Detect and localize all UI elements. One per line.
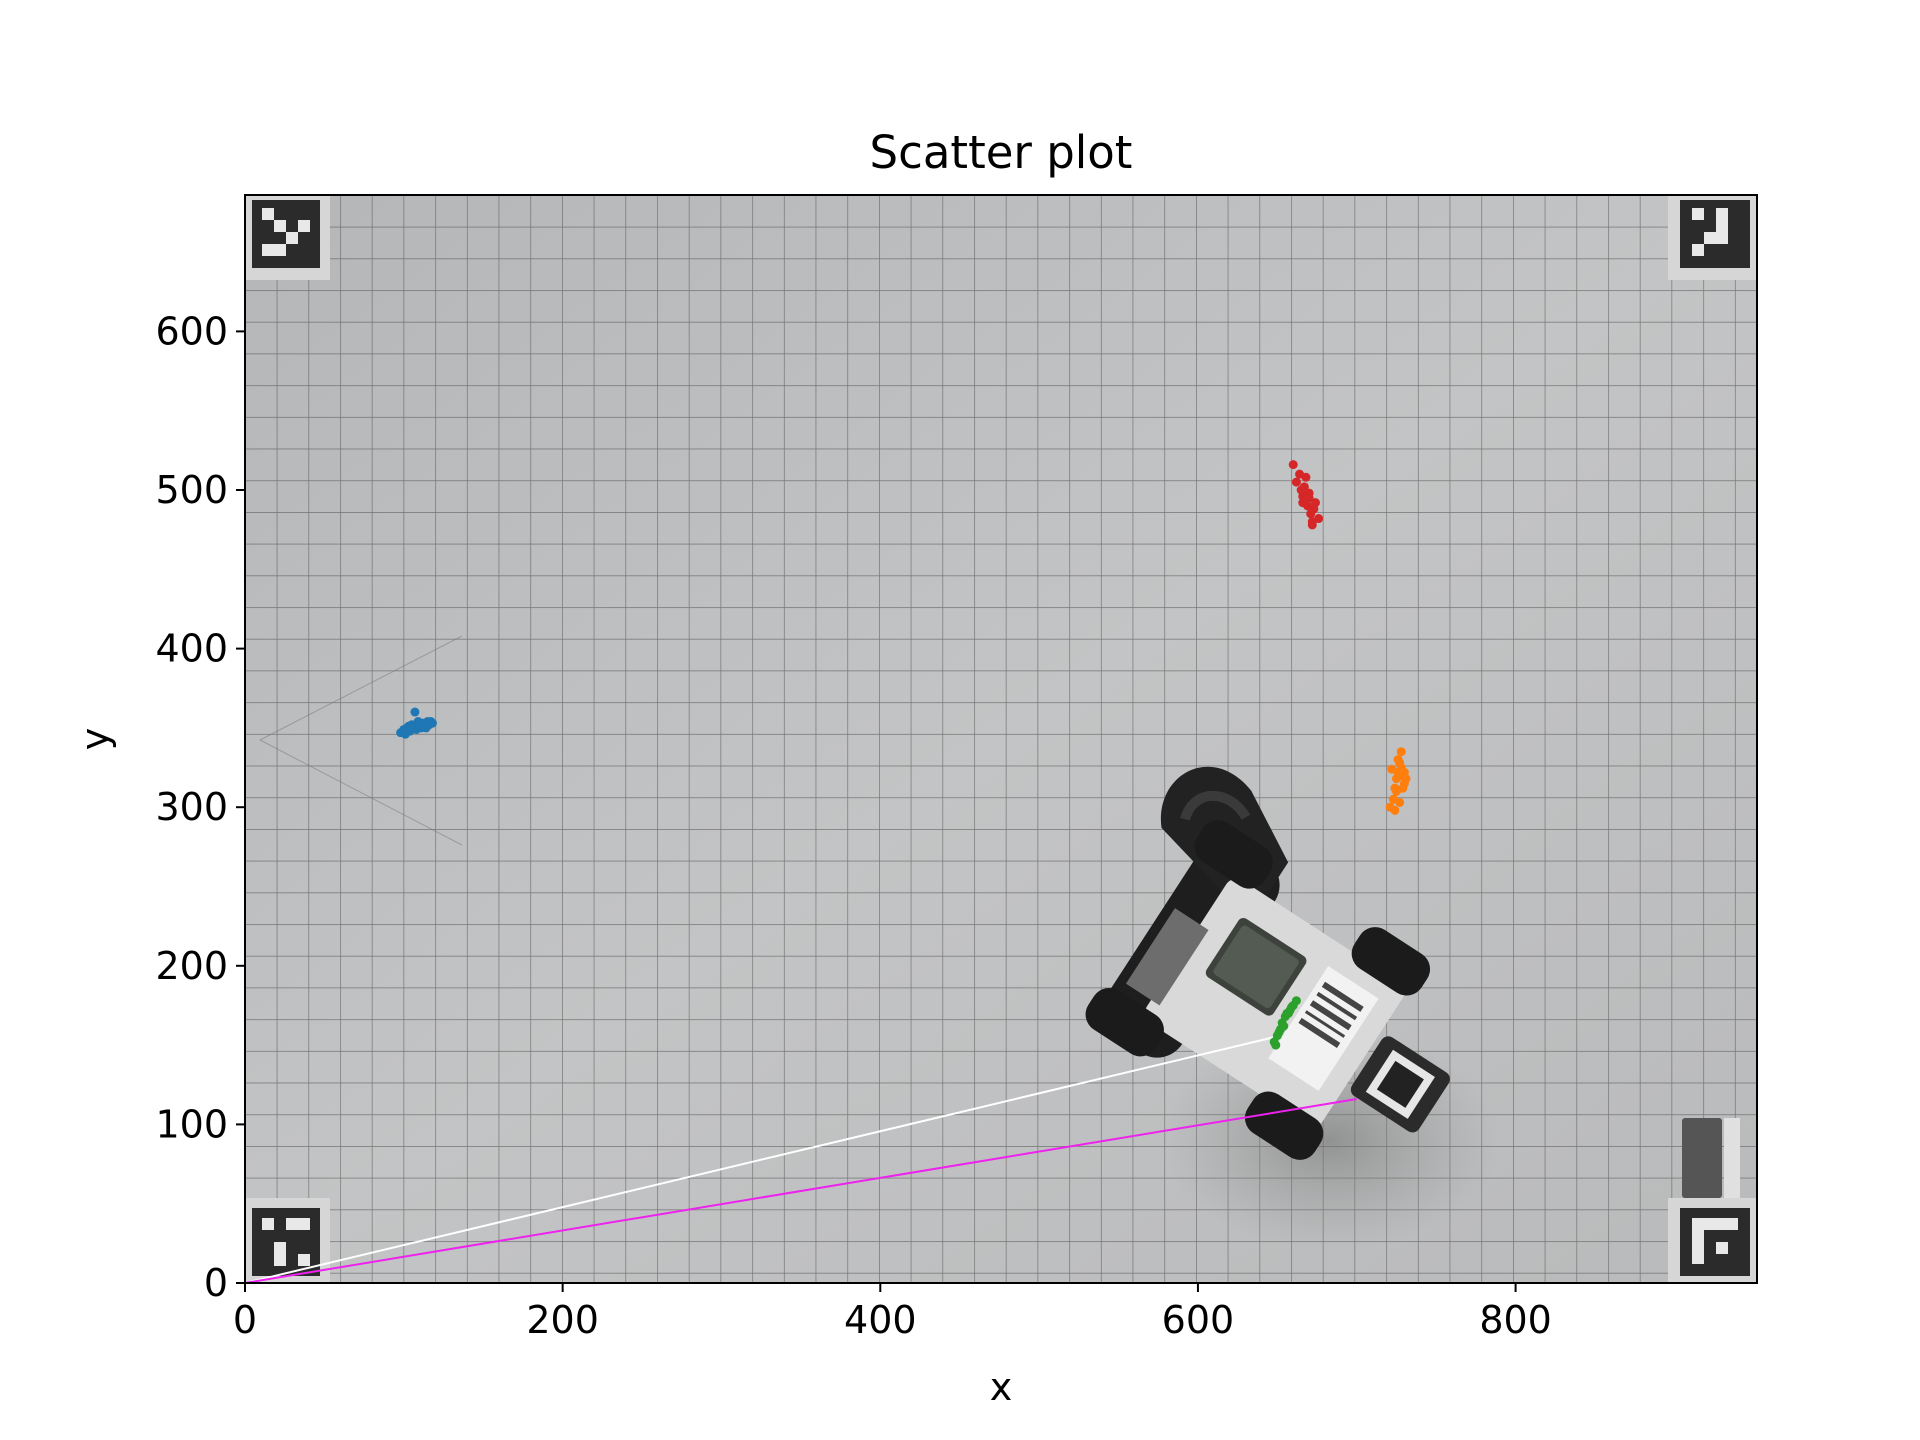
scatter-point-series-2 [1396,747,1406,757]
y-tick-label: 100 [155,1102,228,1146]
marker-top-left [245,195,330,280]
scatter-point-series-4 [1301,472,1311,482]
scatter-point-series-4 [1314,514,1324,524]
scatter-point-series-3 [1271,1040,1281,1050]
x-tick-label: 800 [1479,1298,1552,1342]
scatter-point-series-2 [1393,755,1403,765]
scatter-point-series-2 [1395,797,1405,807]
scatter-point-series-1 [421,723,431,733]
y-tick-label: 400 [155,627,228,671]
scatter-point-series-1 [400,729,410,739]
scatter-point-series-4 [1304,493,1314,503]
scatter-point-series-4 [1299,482,1309,492]
y-axis: 0 100 200 300 400 500 600 [155,309,245,1305]
scatter-point-series-4 [1298,498,1308,508]
sticker-label [1682,1118,1740,1198]
y-tick-label: 300 [155,785,228,829]
scatter-point-series-4 [1288,460,1298,470]
y-tick-label: 500 [155,468,228,512]
marker-bottom-left [245,1198,330,1283]
robot-image [1085,766,1500,1250]
scatter-point-series-3 [1287,1002,1297,1012]
scatter-points [396,460,1411,1050]
x-tick-label: 400 [844,1298,917,1342]
background-photo [245,195,1757,1283]
line-segment-2 [245,1098,1357,1283]
scatter-point-series-2 [1387,764,1397,774]
x-axis: 0 200 400 600 800 [233,1283,1552,1342]
chart-title: Scatter plot [870,126,1133,179]
x-axis-title: x [990,1365,1013,1409]
x-tick-label: 200 [526,1298,599,1342]
scatter-point-series-2 [1398,783,1408,793]
scatter-point-series-4 [1310,498,1320,508]
scatter-point-series-1 [426,717,436,727]
x-tick-label: 0 [233,1298,257,1342]
y-tick-label: 200 [155,944,228,988]
scatter-point-series-3 [1291,996,1301,1006]
scatter-point-series-4 [1291,477,1301,487]
scatter-point-series-2 [1390,805,1400,815]
line-segment-1 [245,1036,1275,1283]
marker-top-right [1668,195,1757,280]
scatter-point-series-2 [1399,767,1409,777]
y-axis-title: y [73,728,117,751]
scatter-point-series-1 [410,707,420,717]
scatter-point-series-1 [404,721,414,731]
x-tick-label: 600 [1162,1298,1235,1342]
marker-bottom-right [1668,1198,1757,1283]
scatter-point-series-4 [1307,520,1317,530]
y-tick-label: 0 [204,1261,228,1305]
scatter-point-series-3 [1274,1027,1284,1037]
y-tick-label: 600 [155,309,228,353]
plot-frame [244,194,1758,1284]
line-segments [245,1036,1357,1283]
scatter-point-series-3 [1279,1021,1289,1031]
